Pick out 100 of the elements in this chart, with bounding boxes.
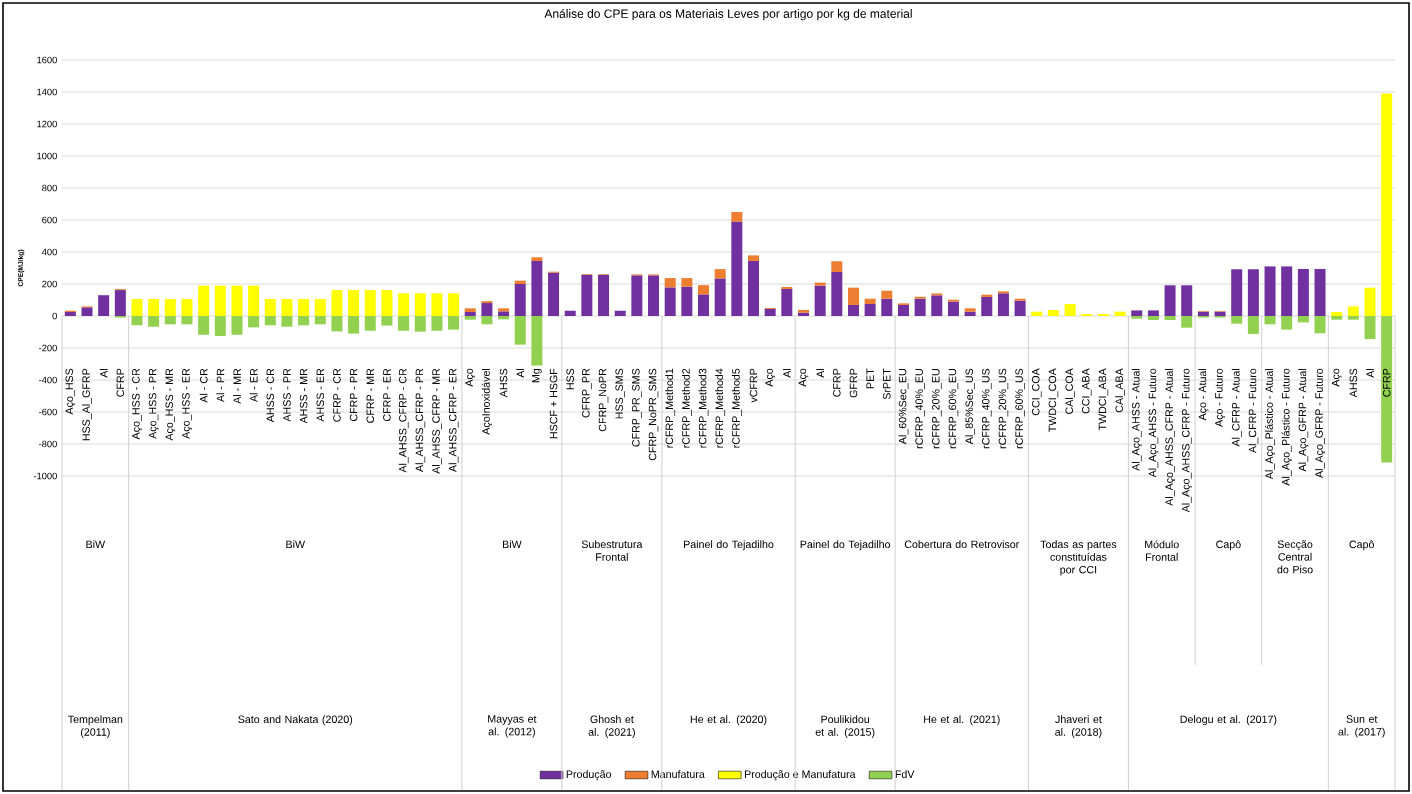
x-tick-label: Al	[99, 368, 108, 378]
bar	[498, 308, 510, 312]
bar	[231, 316, 243, 335]
text: Capô	[1216, 540, 1241, 551]
x-tick-label: rCFRP_60%_EU	[948, 369, 959, 449]
x-tick-label: HSS	[566, 368, 574, 390]
x-tick-label: Al_Aço_AHSS - Futuro	[1148, 368, 1159, 478]
text: Subestrutura Frontal	[581, 540, 643, 561]
bar	[248, 285, 260, 316]
x-tick-label: Al - MR	[233, 368, 241, 404]
x-tick-label: Al_Aço_AHSS_CFRP - Futuro	[1181, 368, 1192, 513]
bar	[531, 257, 543, 261]
text: BiW	[503, 540, 522, 548]
text: He et al. (2021)	[924, 715, 1000, 726]
x-tick-label: rCFRP_Method5	[731, 368, 742, 448]
x-tick-label: PET	[866, 368, 874, 389]
x-tick-label: CFRP - PR	[349, 368, 358, 422]
text: Tempelman (2011)	[68, 715, 123, 738]
x-tick-label: Aço - Atual	[1198, 369, 1209, 421]
bar	[1264, 316, 1276, 325]
x-tick-label: Al_Aço_AHSS_CFRP - Atual	[1165, 369, 1176, 506]
bar	[1131, 316, 1143, 319]
bar	[331, 316, 343, 332]
x-tick-label: Al	[782, 368, 791, 378]
x-tick-label: Al - CR	[199, 368, 208, 403]
bar	[1347, 306, 1359, 316]
bar	[131, 299, 143, 316]
text: Módulo Frontal	[1145, 540, 1179, 561]
x-tick-label: rCFRP_20%_US	[998, 368, 1009, 449]
bar	[531, 260, 543, 316]
bar	[164, 299, 176, 316]
bar	[481, 316, 493, 325]
x-tick-label: AHSS - CR	[266, 368, 275, 423]
text: Secção Central do Piso	[1277, 540, 1313, 574]
x-tick-label: Al - ER	[249, 368, 258, 403]
bar	[1297, 316, 1309, 323]
x-tick-label: Aço	[1331, 368, 1342, 387]
bar	[298, 316, 310, 326]
bar	[698, 294, 710, 316]
legend-label: FdV	[895, 770, 915, 778]
x-tick-label: Al_CFRP - Futuro	[1248, 368, 1259, 454]
bar	[514, 284, 526, 316]
text: Jhaveri et al. (2018)	[1055, 715, 1102, 738]
x-tick-label: Al_AHSS_CFRP - PR	[415, 368, 426, 472]
x-tick-label: Al_AHSS_CFRP - MR	[431, 368, 442, 474]
x-tick-label: Aço_HSS - CR	[132, 368, 142, 440]
x-tick-label: HSS_SMS	[615, 368, 625, 419]
y-tick-label: 0	[52, 312, 57, 320]
bar	[914, 298, 926, 316]
bar	[748, 260, 759, 316]
x-tick-label: AHSS	[1349, 368, 1358, 398]
x-tick-label: TWDCI_ABA	[1098, 368, 1109, 431]
x-tick-label: CAl_ABA	[1115, 368, 1125, 413]
text: Poulikidou et al. (2015)	[815, 715, 875, 738]
bar	[1347, 316, 1359, 320]
bar	[164, 316, 176, 325]
x-tick-label: SrPET	[883, 368, 891, 400]
bar	[1131, 310, 1143, 316]
bar	[1381, 93, 1393, 316]
bar	[731, 212, 743, 222]
bar	[864, 304, 876, 316]
bar	[1364, 287, 1376, 316]
bar	[1297, 268, 1309, 316]
x-tick-label: AHSS	[499, 368, 508, 398]
bar	[564, 310, 576, 316]
bar	[1064, 304, 1076, 316]
bar	[1197, 311, 1209, 316]
text: Sun et al. (2017)	[1338, 715, 1385, 738]
text: Cobertura do Retrovisor	[904, 540, 1020, 549]
text: Todas as partes constituídas por CCI	[1040, 540, 1117, 576]
x-tick-label: AHSS - PR	[283, 368, 291, 422]
bar	[414, 293, 426, 316]
x-tick-label: HSCF + HSGF	[549, 368, 558, 439]
y-tick-label: -1000	[33, 472, 57, 480]
bar	[414, 316, 426, 332]
y-tick-label: 1200	[37, 120, 57, 128]
x-tick-label: Al_Aço_GFRP - Atual	[1298, 369, 1309, 472]
bar	[281, 316, 293, 327]
text: BiW	[86, 540, 106, 548]
bar	[781, 288, 793, 316]
bar	[764, 308, 776, 316]
bar	[831, 261, 843, 272]
bar	[714, 269, 726, 279]
bar	[964, 308, 976, 312]
bar	[1031, 311, 1043, 316]
bar	[881, 290, 893, 299]
text: Mayyas et al. (2012)	[488, 715, 537, 738]
text: Delogu et al. (2017)	[1180, 715, 1277, 726]
x-tick-label: Al_Aço_AHSS - Atual	[1131, 369, 1142, 471]
bar	[364, 290, 376, 316]
bar	[364, 316, 376, 331]
bar	[1014, 300, 1026, 316]
bar	[314, 299, 326, 316]
bar	[398, 293, 410, 316]
x-tick-label: rCFRP_40%_EU	[915, 369, 925, 449]
x-tick-label: rCFRP_40%_US	[981, 368, 992, 449]
x-tick-label: CFRP - MR	[366, 368, 375, 423]
x-tick-label: CFRP_PR_SMS	[632, 368, 642, 447]
x-tick-label: Aço	[765, 368, 775, 387]
x-tick-label: CFRP_NoPR	[598, 368, 609, 432]
